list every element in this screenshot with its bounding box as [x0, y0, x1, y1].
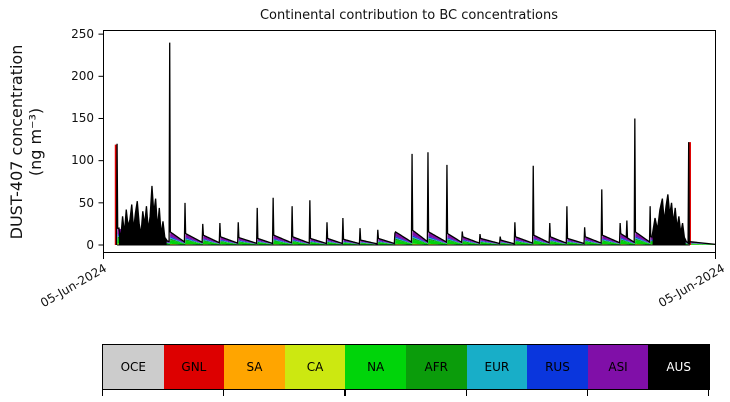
- chart-title: Continental contribution to BC concentra…: [259, 8, 559, 23]
- legend-tick-mark: [344, 390, 346, 396]
- stacked-area-asi: [117, 228, 715, 245]
- legend-tick-mark: [223, 390, 225, 396]
- legend-item-afr: AFR: [405, 345, 467, 389]
- legend-tick-mark: [465, 390, 467, 396]
- legend-label-ca: CA: [306, 360, 324, 374]
- legend-item-sa: SA: [224, 345, 285, 389]
- legend-item-rus: RUS: [527, 345, 588, 389]
- legend-label-rus: RUS: [545, 360, 570, 374]
- y-tick-150: 150: [71, 111, 94, 125]
- legend-item-asi: ASI: [587, 345, 649, 389]
- y-axis-label-line2: (ng m⁻³): [26, 107, 45, 177]
- y-axis-label-line1: DUST-407 concentration: [7, 44, 26, 240]
- legend-label-oce: OCE: [120, 360, 146, 374]
- legend-item-eur: EUR: [466, 345, 528, 389]
- legend-item-aus: AUS: [648, 345, 709, 389]
- y-tick-50: 50: [78, 196, 94, 210]
- y-tick-250: 250: [71, 27, 94, 41]
- y-tick-200: 200: [71, 69, 94, 83]
- legend: OCE GNL SA CA NA AFR EUR RUS ASI AUS: [102, 344, 710, 390]
- y-tick-100: 100: [71, 153, 94, 167]
- legend-label-afr: AFR: [424, 360, 448, 374]
- legend-item-na: NA: [345, 345, 406, 389]
- y-axis-label: DUST-407 concentration (ng m⁻³): [7, 12, 47, 272]
- legend-label-gnl: GNL: [181, 360, 207, 374]
- plot-frame: [103, 30, 716, 253]
- legend-label-sa: SA: [246, 360, 263, 374]
- legend-label-na: NA: [367, 360, 385, 374]
- y-tick-0: 0: [86, 238, 94, 252]
- legend-tick-mark: [102, 390, 104, 396]
- stacked-area-na: [117, 238, 715, 245]
- legend-label-asi: ASI: [608, 360, 628, 374]
- legend-item-oce: OCE: [103, 345, 164, 389]
- legend-label-aus: AUS: [666, 360, 691, 374]
- stacked-area-ca: [117, 243, 715, 245]
- legend-item-ca: CA: [284, 345, 346, 389]
- total-line: [115, 42, 715, 246]
- legend-tick-mark: [708, 390, 710, 396]
- plot-content: [114, 42, 715, 246]
- legend-tick-mark: [586, 390, 588, 396]
- legend-item-gnl: GNL: [163, 345, 225, 389]
- legend-label-eur: EUR: [484, 360, 510, 374]
